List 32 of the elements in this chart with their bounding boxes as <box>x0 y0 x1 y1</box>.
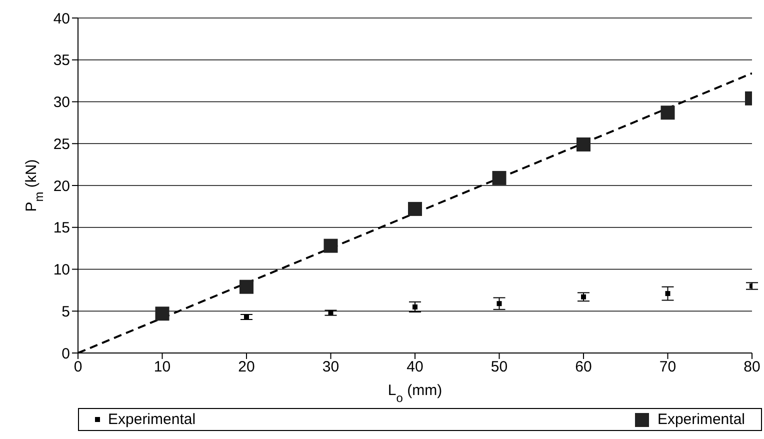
x-tick-label: 10 <box>154 358 171 376</box>
y-tick-label: 5 <box>62 303 70 320</box>
x-tick-label: 20 <box>238 358 255 376</box>
y-tick-label: 15 <box>53 220 70 237</box>
x-axis-title: L$_{o}$ (mm) <box>388 382 442 405</box>
y-tick-label: 0 <box>62 345 70 362</box>
x-tick-label: 30 <box>322 358 340 376</box>
point <box>408 202 422 216</box>
y-tick-label: 40 <box>53 10 70 28</box>
y-tick-label: 20 <box>53 178 70 195</box>
legend-label: Experimental <box>657 411 745 428</box>
y-tick-label: 35 <box>53 52 70 70</box>
x-tick-label: 60 <box>575 358 592 376</box>
x-tick-label: 70 <box>659 358 676 376</box>
point <box>492 170 506 185</box>
x-tick-label: 80 <box>744 358 760 376</box>
point <box>581 294 586 300</box>
y-tick-label: 30 <box>53 94 70 112</box>
point <box>412 304 418 310</box>
x-tick-label: 50 <box>490 358 508 376</box>
legend-label: Experimental <box>108 411 196 428</box>
point <box>665 291 670 296</box>
y-tick-label: 25 <box>53 136 70 153</box>
point <box>576 137 590 152</box>
point <box>324 238 338 253</box>
point <box>496 301 502 306</box>
y-tick-label: 10 <box>53 262 70 279</box>
x-tick-label: 40 <box>406 358 424 376</box>
point <box>240 280 254 294</box>
point <box>660 106 675 120</box>
point <box>155 306 170 321</box>
x-tick-label: 0 <box>74 358 82 376</box>
